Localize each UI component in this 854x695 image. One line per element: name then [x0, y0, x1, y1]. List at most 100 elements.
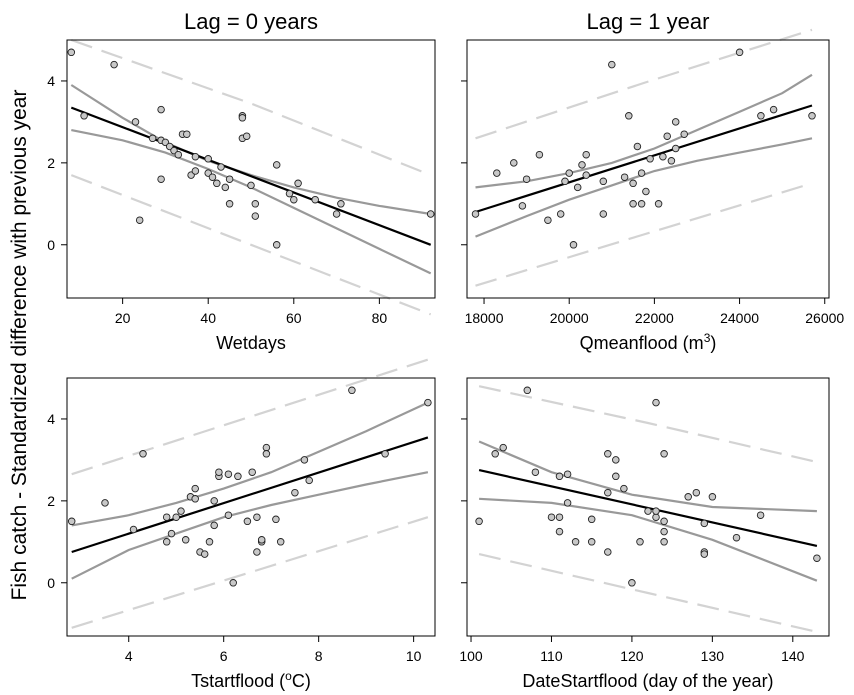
- data-point: [238, 114, 247, 122]
- x-tick-label: 20: [115, 310, 131, 326]
- data-point: [756, 511, 765, 519]
- data-point: [290, 195, 298, 204]
- data-point: [208, 173, 217, 181]
- data-point: [191, 484, 199, 493]
- data-point: [215, 468, 223, 476]
- data-point: [633, 142, 642, 151]
- prediction-interval-lower: [475, 182, 813, 287]
- data-point: [262, 450, 271, 458]
- data-point: [518, 202, 527, 210]
- confidence-band-lower: [71, 471, 429, 580]
- data-point: [628, 579, 636, 587]
- data-point: [556, 210, 565, 218]
- x-tick-label: 120: [620, 648, 644, 664]
- data-point: [225, 175, 234, 183]
- x-tick-label: 20000: [550, 310, 589, 326]
- data-point: [131, 118, 140, 126]
- data-point: [253, 513, 261, 521]
- confidence-band-lower: [71, 129, 432, 275]
- data-point: [629, 200, 637, 208]
- data-point: [599, 210, 608, 218]
- data-point: [162, 538, 171, 546]
- data-point: [499, 443, 507, 452]
- data-point: [229, 579, 237, 587]
- data-point: [652, 398, 660, 407]
- data-point: [652, 513, 660, 521]
- data-point: [565, 169, 573, 177]
- data-point: [248, 468, 256, 476]
- data-point: [510, 159, 518, 167]
- prediction-interval-lower: [70, 174, 432, 316]
- data-point: [652, 507, 660, 515]
- confidence-band-lower: [475, 137, 813, 238]
- confidence-band-upper: [475, 73, 813, 189]
- data-point: [191, 495, 199, 503]
- data-point: [183, 130, 191, 138]
- data-point: [563, 499, 572, 507]
- data-point: [732, 533, 741, 542]
- prediction-interval-upper: [478, 385, 818, 464]
- regression-line: [71, 436, 429, 554]
- data-point: [561, 177, 569, 186]
- data-point: [555, 513, 564, 521]
- data-point: [311, 195, 319, 204]
- data-point: [587, 515, 596, 524]
- data-point: [251, 212, 260, 220]
- data-point: [563, 470, 572, 478]
- data-point: [523, 386, 532, 395]
- plot-frame: [466, 377, 830, 637]
- data-point: [535, 150, 544, 159]
- data-point: [247, 181, 255, 190]
- x-axis-title: Tstartflood (oC): [191, 669, 311, 691]
- data-point: [660, 450, 668, 458]
- data-point: [608, 60, 616, 69]
- y-tick-label: 2: [47, 155, 55, 171]
- x-tick-label: 6: [220, 648, 228, 664]
- data-point: [813, 554, 821, 562]
- data-point: [217, 163, 225, 171]
- data-point: [162, 513, 171, 521]
- data-point: [276, 538, 285, 546]
- confidence-band-upper: [71, 401, 429, 527]
- plot-frame: [66, 377, 436, 637]
- data-point: [167, 529, 176, 538]
- data-point: [573, 183, 582, 192]
- data-point: [493, 169, 501, 177]
- regression-line: [70, 106, 432, 246]
- data-point: [569, 241, 578, 249]
- data-point: [475, 517, 483, 526]
- data-point: [636, 538, 644, 546]
- data-point: [642, 187, 650, 196]
- data-point: [555, 472, 564, 481]
- data-point: [612, 472, 620, 481]
- x-tick-label: 60: [286, 310, 302, 326]
- data-point: [191, 152, 200, 161]
- data-point: [253, 548, 261, 556]
- data-point: [555, 527, 564, 536]
- data-point: [135, 216, 144, 224]
- data-point: [177, 507, 185, 515]
- data-point: [582, 171, 590, 179]
- y-tick-label: 2: [47, 493, 55, 509]
- data-point: [757, 112, 765, 120]
- data-point: [629, 179, 637, 188]
- x-axis-title: DateStartflood (day of the year): [522, 671, 773, 691]
- data-point: [225, 200, 234, 208]
- data-point: [300, 456, 309, 464]
- data-point: [348, 386, 356, 395]
- data-point: [547, 513, 556, 521]
- data-point: [291, 488, 299, 497]
- data-point: [604, 548, 612, 556]
- data-point: [604, 450, 612, 458]
- data-point: [181, 536, 190, 544]
- panel-2: 18000 20000 22000 24000 26000 Lag = 1 year Qme…: [461, 9, 844, 353]
- data-point: [257, 536, 266, 544]
- data-point: [272, 515, 280, 524]
- data-point: [204, 155, 212, 163]
- data-point: [735, 48, 744, 57]
- data-point: [191, 167, 200, 175]
- data-point: [205, 538, 214, 546]
- x-tick-label: 80: [372, 310, 388, 326]
- data-point: [522, 175, 531, 183]
